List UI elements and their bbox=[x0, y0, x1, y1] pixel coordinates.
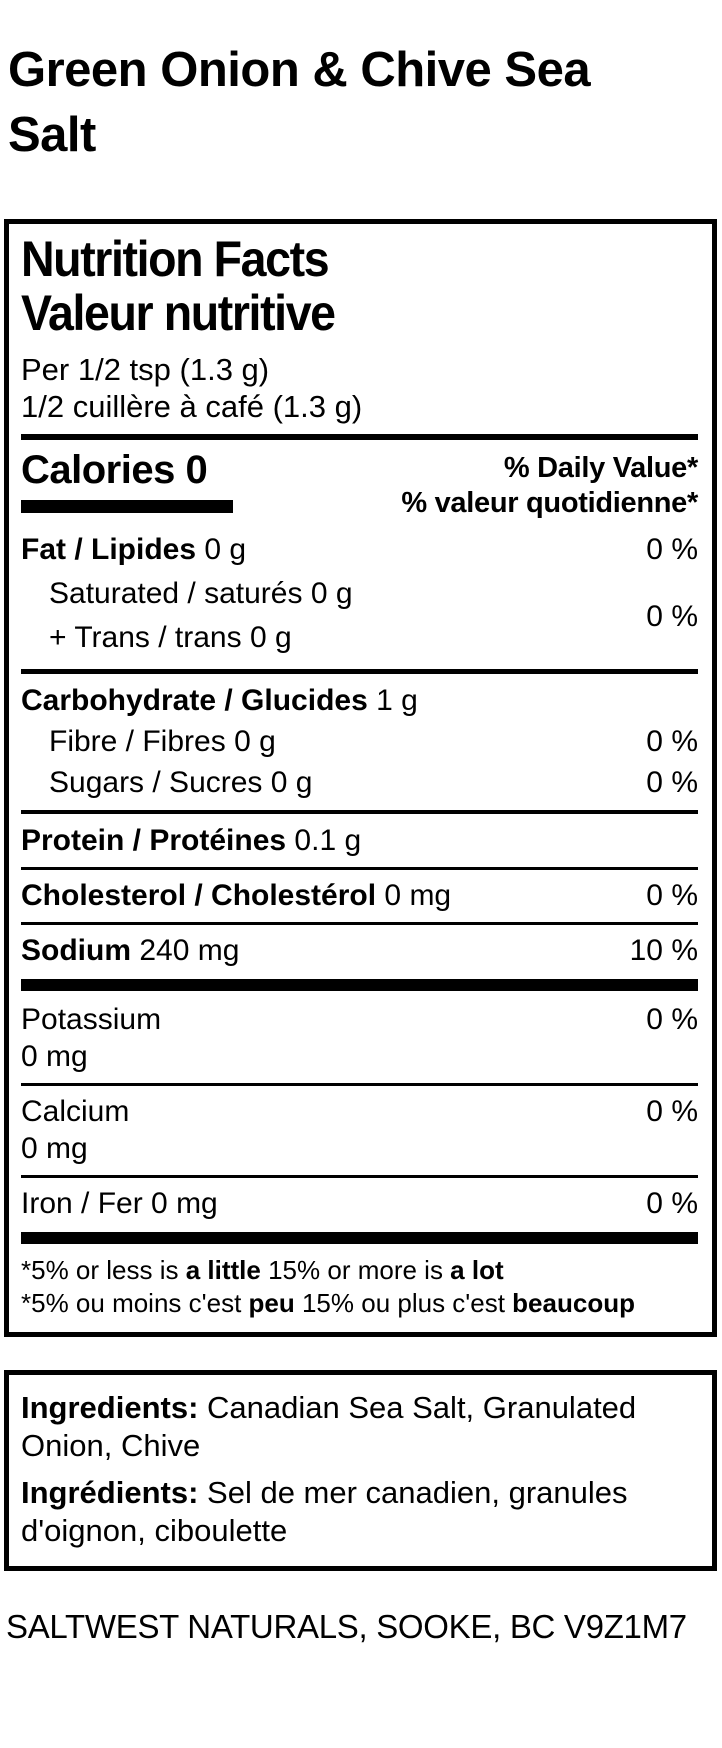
nutrient-dv: 0 % bbox=[646, 599, 698, 633]
nutrient-label: Sodium bbox=[21, 934, 131, 968]
daily-value-header: % Daily Value* % valeur quotidienne* bbox=[401, 451, 698, 521]
nutrient-label: Saturated / saturés bbox=[49, 577, 303, 611]
footnote-text: 15% or more is bbox=[260, 1255, 451, 1286]
ingredients-fr: Ingrédients: Sel de mer canadien, granul… bbox=[21, 1474, 698, 1550]
serving-size-fr: 1/2 cuillère à café (1.3 g) bbox=[21, 389, 363, 425]
sodium-label-group: Sodium 240 mg bbox=[21, 932, 239, 969]
nutrient-label: Calcium bbox=[21, 1095, 130, 1129]
trans-line: + Trans / trans 0 g bbox=[49, 616, 353, 660]
footnote-text: *5% ou moins c'est bbox=[21, 1288, 249, 1319]
calcium-label-group: Calcium 0 mg bbox=[21, 1093, 129, 1167]
nutrient-label: Fat / Lipides bbox=[21, 533, 197, 567]
nutrient-amount: 0 mg bbox=[384, 879, 452, 913]
nutrient-dv: 0 % bbox=[646, 1187, 698, 1221]
nutrient-dv: 0 % bbox=[646, 766, 698, 800]
footnote-fr: *5% ou moins c'est peu 15% ou plus c'est… bbox=[21, 1287, 698, 1320]
nft-title-fr: Valeur nutritive bbox=[21, 285, 336, 342]
nutrition-facts-panel: Nutrition Facts Valeur nutritive Per 1/2… bbox=[4, 219, 717, 1338]
nutrient-dv: 0 % bbox=[646, 533, 698, 567]
ingredients-label-fr: Ingrédients: bbox=[21, 1475, 199, 1511]
nutrient-amount: 0 g bbox=[234, 725, 276, 759]
nutrient-rows: Fat / Lipides 0 g 0 % Saturated / saturé… bbox=[21, 529, 698, 1320]
nutrient-amount: 0.1 g bbox=[294, 824, 362, 858]
nutrient-dv: 0 % bbox=[646, 1003, 698, 1037]
row-sodium: Sodium 240 mg 10 % bbox=[21, 930, 698, 971]
ingredients-text-fr: Sel de mer canadien, granules d'oignon, … bbox=[21, 1475, 628, 1549]
header-divider-bar bbox=[21, 434, 698, 441]
section-divider bbox=[21, 810, 698, 815]
serving-size-en: Per 1/2 tsp (1.3 g) bbox=[21, 352, 270, 388]
nutrient-label: Sugars / Sucres bbox=[49, 766, 263, 800]
section-divider bbox=[21, 1175, 698, 1179]
ingredients-en: Ingredients: Canadian Sea Salt, Granulat… bbox=[21, 1389, 698, 1465]
nutrient-label: Cholesterol / Cholestérol bbox=[21, 879, 377, 913]
nutrient-label: Potassium bbox=[21, 1003, 162, 1037]
calories-label: Calories 0 bbox=[21, 448, 208, 493]
row-iron: Iron / Fer 0 mg 0 % bbox=[21, 1183, 698, 1224]
nutrient-amount: 0 g bbox=[270, 766, 313, 800]
potassium-label-group: Potassium 0 mg bbox=[21, 1001, 161, 1075]
row-carbohydrate: Carbohydrate / Glucides 1 g bbox=[21, 680, 698, 721]
nutrient-label: Carbohydrate / Glucides bbox=[21, 684, 368, 718]
nft-title-en: Nutrition Facts bbox=[21, 231, 330, 288]
row-protein: Protein / Protéines 0.1 g bbox=[21, 820, 698, 861]
nutrient-dv: 10 % bbox=[629, 934, 698, 968]
ingredients-label-en: Ingredients: bbox=[21, 1390, 199, 1426]
carbohydrate-label-group: Carbohydrate / Glucides 1 g bbox=[21, 682, 418, 719]
row-saturated-trans: Saturated / saturés 0 g + Trans / trans … bbox=[21, 570, 698, 662]
nutrient-label: + Trans / trans bbox=[49, 621, 242, 655]
nutrient-dv: 0 % bbox=[646, 1095, 698, 1129]
row-calcium: Calcium 0 mg 0 % bbox=[21, 1091, 698, 1169]
section-divider bbox=[21, 922, 698, 926]
nutrient-amount: 0 mg bbox=[151, 1187, 218, 1221]
nutrient-amount: 0 mg bbox=[21, 1040, 88, 1074]
manufacturer-address: SALTWEST NATURALS, SOOKE, BC V9Z1M7 bbox=[6, 1608, 687, 1646]
footnote-bold: peu bbox=[248, 1288, 295, 1319]
section-divider bbox=[21, 867, 698, 871]
iron-label-group: Iron / Fer 0 mg bbox=[21, 1185, 218, 1222]
footnote-bold: a little bbox=[185, 1255, 261, 1286]
nutrient-dv: 0 % bbox=[646, 725, 698, 759]
footnote-divider-bar bbox=[21, 1232, 698, 1245]
footnote-text: 15% ou plus c'est bbox=[294, 1288, 513, 1319]
section-divider bbox=[21, 669, 698, 675]
cholesterol-label-group: Cholesterol / Cholestérol 0 mg bbox=[21, 877, 451, 914]
daily-value-header-fr: % valeur quotidienne* bbox=[401, 487, 698, 520]
footnote-bold: beaucoup bbox=[512, 1288, 635, 1319]
sodium-divider-bar bbox=[21, 979, 698, 992]
footnote-en: *5% or less is a little 15% or more is a… bbox=[21, 1254, 698, 1287]
footnote-text: *5% or less is bbox=[21, 1255, 186, 1286]
calories-section: Calories 0 % Daily Value* % valeur quoti… bbox=[21, 448, 698, 521]
nutrient-dv: 0 % bbox=[646, 879, 698, 913]
footnote-bold: a lot bbox=[450, 1255, 504, 1286]
nutrient-amount: 0 g bbox=[204, 533, 247, 567]
nutrient-amount: 0 g bbox=[249, 621, 292, 655]
calories-block: Calories 0 bbox=[21, 448, 233, 514]
daily-value-header-en: % Daily Value* bbox=[503, 452, 698, 485]
section-divider bbox=[21, 1083, 698, 1087]
fat-label-group: Fat / Lipides 0 g bbox=[21, 531, 246, 568]
nutrient-amount: 0 mg bbox=[21, 1132, 88, 1166]
fibre-label-group: Fibre / Fibres 0 g bbox=[21, 723, 276, 760]
protein-label-group: Protein / Protéines 0.1 g bbox=[21, 822, 361, 859]
nutrient-amount: 240 mg bbox=[139, 934, 240, 968]
saturated-line: Saturated / saturés 0 g bbox=[49, 572, 353, 616]
calories-underline-bar bbox=[21, 500, 233, 514]
row-fat: Fat / Lipides 0 g 0 % bbox=[21, 529, 698, 570]
nutrient-label: Protein / Protéines bbox=[21, 824, 287, 858]
saturated-trans-labels: Saturated / saturés 0 g + Trans / trans … bbox=[21, 572, 353, 660]
nutrient-amount: 0 g bbox=[310, 577, 353, 611]
sugars-label-group: Sugars / Sucres 0 g bbox=[21, 764, 313, 801]
row-potassium: Potassium 0 mg 0 % bbox=[21, 999, 698, 1077]
ingredients-panel: Ingredients: Canadian Sea Salt, Granulat… bbox=[4, 1370, 717, 1572]
product-title: Green Onion & Chive Sea Salt bbox=[8, 43, 591, 162]
nutrient-label: Iron / Fer bbox=[21, 1187, 143, 1221]
nutrient-amount: 1 g bbox=[376, 684, 418, 718]
row-sugars: Sugars / Sucres 0 g 0 % bbox=[21, 762, 698, 803]
row-cholesterol: Cholesterol / Cholestérol 0 mg 0 % bbox=[21, 875, 698, 916]
ingredients-text-en: Canadian Sea Salt, Granulated Onion, Chi… bbox=[21, 1390, 637, 1464]
row-fibre: Fibre / Fibres 0 g 0 % bbox=[21, 721, 698, 762]
nutrient-label: Fibre / Fibres bbox=[49, 725, 226, 759]
